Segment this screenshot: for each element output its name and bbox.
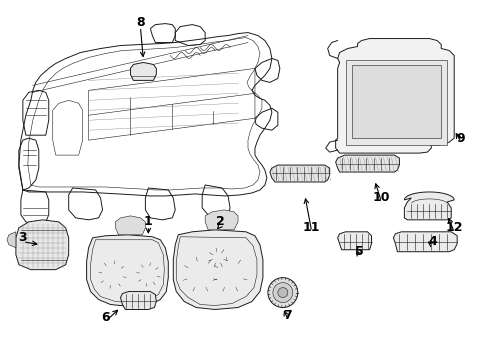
- Circle shape: [357, 114, 360, 117]
- Ellipse shape: [422, 241, 427, 245]
- Circle shape: [417, 104, 420, 107]
- Circle shape: [407, 74, 410, 77]
- Ellipse shape: [96, 260, 128, 289]
- Circle shape: [417, 84, 420, 87]
- Circle shape: [367, 114, 370, 117]
- Circle shape: [387, 74, 390, 77]
- Circle shape: [272, 283, 292, 302]
- Polygon shape: [337, 232, 371, 250]
- Circle shape: [267, 278, 297, 307]
- Polygon shape: [173, 230, 263, 310]
- Circle shape: [377, 74, 380, 77]
- Circle shape: [367, 104, 370, 107]
- Circle shape: [417, 74, 420, 77]
- Circle shape: [367, 94, 370, 97]
- Circle shape: [182, 257, 218, 293]
- Polygon shape: [269, 165, 329, 182]
- Text: 12: 12: [445, 221, 462, 234]
- Circle shape: [427, 104, 430, 107]
- Circle shape: [208, 248, 227, 268]
- Circle shape: [357, 104, 360, 107]
- Circle shape: [387, 104, 390, 107]
- Circle shape: [407, 94, 410, 97]
- Circle shape: [367, 74, 370, 77]
- Circle shape: [357, 94, 360, 97]
- Circle shape: [377, 114, 380, 117]
- Circle shape: [367, 84, 370, 87]
- Circle shape: [417, 124, 420, 127]
- Text: 2: 2: [215, 215, 224, 228]
- Text: 8: 8: [136, 16, 144, 29]
- Circle shape: [427, 124, 430, 127]
- Circle shape: [407, 114, 410, 117]
- Polygon shape: [393, 232, 456, 252]
- Text: 6: 6: [101, 311, 110, 324]
- Circle shape: [407, 124, 410, 127]
- Text: 3: 3: [19, 231, 27, 244]
- Circle shape: [387, 84, 390, 87]
- Circle shape: [212, 257, 247, 293]
- Circle shape: [387, 114, 390, 117]
- Text: 5: 5: [354, 245, 363, 258]
- Circle shape: [397, 84, 400, 87]
- Circle shape: [407, 84, 410, 87]
- Circle shape: [397, 104, 400, 107]
- Circle shape: [397, 94, 400, 97]
- Ellipse shape: [406, 241, 411, 245]
- Circle shape: [277, 288, 287, 298]
- Ellipse shape: [437, 241, 443, 245]
- Polygon shape: [335, 155, 399, 172]
- Circle shape: [357, 84, 360, 87]
- Polygon shape: [130, 62, 156, 80]
- Circle shape: [417, 94, 420, 97]
- Circle shape: [427, 114, 430, 117]
- Polygon shape: [7, 232, 16, 248]
- Circle shape: [397, 74, 400, 77]
- Text: 9: 9: [456, 132, 465, 145]
- Circle shape: [427, 94, 430, 97]
- Polygon shape: [120, 292, 156, 310]
- Circle shape: [427, 84, 430, 87]
- Circle shape: [357, 124, 360, 127]
- Polygon shape: [115, 216, 145, 235]
- Ellipse shape: [135, 66, 151, 73]
- Polygon shape: [345, 60, 447, 145]
- Circle shape: [387, 124, 390, 127]
- Polygon shape: [335, 39, 453, 153]
- Polygon shape: [351, 66, 440, 138]
- Text: 10: 10: [372, 192, 389, 204]
- Circle shape: [377, 124, 380, 127]
- Circle shape: [387, 94, 390, 97]
- Circle shape: [367, 124, 370, 127]
- Polygon shape: [86, 235, 168, 306]
- Circle shape: [377, 104, 380, 107]
- Circle shape: [417, 114, 420, 117]
- Polygon shape: [205, 210, 238, 230]
- Circle shape: [377, 84, 380, 87]
- Circle shape: [377, 94, 380, 97]
- Polygon shape: [404, 192, 453, 220]
- Circle shape: [427, 74, 430, 77]
- Ellipse shape: [134, 261, 162, 289]
- Text: 1: 1: [143, 215, 152, 228]
- Polygon shape: [16, 220, 68, 270]
- Text: 7: 7: [283, 309, 292, 322]
- Circle shape: [357, 74, 360, 77]
- Circle shape: [407, 104, 410, 107]
- Circle shape: [397, 124, 400, 127]
- Text: 11: 11: [303, 221, 320, 234]
- Text: 4: 4: [428, 235, 437, 248]
- Circle shape: [397, 114, 400, 117]
